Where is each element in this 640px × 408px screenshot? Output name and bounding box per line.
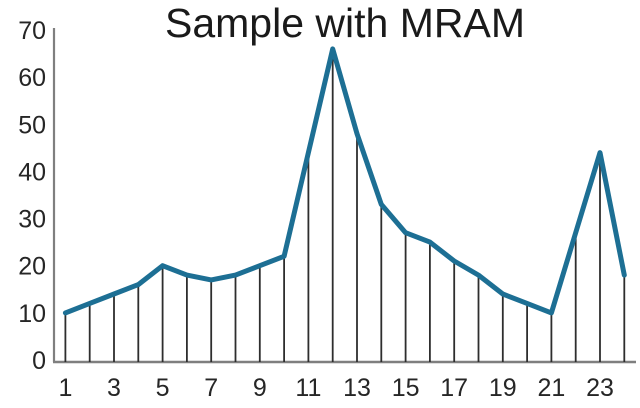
x-axis-tick-label: 19 — [489, 374, 517, 402]
y-axis-tick-label: 10 — [18, 300, 46, 328]
x-axis-tick-label: 23 — [586, 374, 614, 402]
y-axis-tick-label: 70 — [18, 17, 46, 45]
chart-title: Sample with MRAM — [165, 0, 525, 46]
x-axis-tick-label: 3 — [107, 374, 121, 402]
x-axis-tick-label: 11 — [295, 374, 321, 402]
data-series-line — [62, 46, 627, 316]
y-axis-tick-label: 0 — [32, 347, 46, 375]
x-axis-tick-label: 1 — [58, 374, 72, 402]
x-axis-tick-label: 15 — [392, 374, 420, 402]
x-axis-tick-label: 21 — [537, 374, 565, 402]
y-axis-tick-label: 40 — [18, 158, 46, 186]
y-axis-tick-label: 30 — [18, 206, 46, 234]
y-axis-tick-label: 20 — [18, 253, 46, 281]
x-axis-tick-label: 17 — [440, 374, 468, 402]
y-axis-tick-label: 50 — [18, 111, 46, 139]
x-axis-tick-label: 7 — [204, 374, 218, 402]
x-axis-tick-label: 5 — [156, 374, 170, 402]
x-axis-tick-label: 13 — [343, 374, 371, 402]
y-axis-tick-label: 60 — [18, 64, 46, 92]
x-axis-tick-label: 9 — [253, 374, 267, 402]
